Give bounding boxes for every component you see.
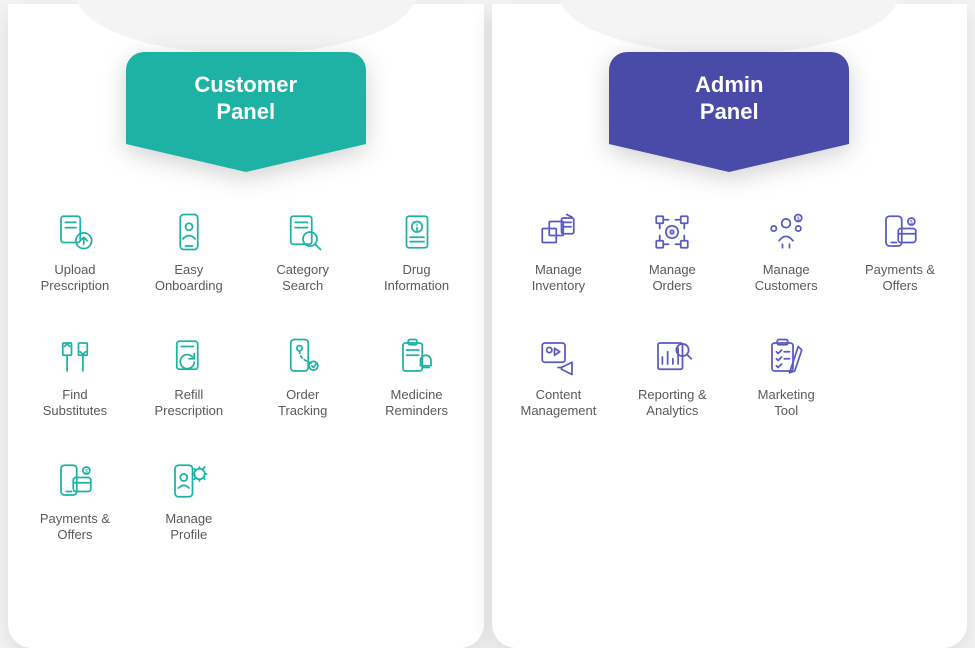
svg-text:$: $ — [797, 217, 800, 223]
megaphone-screen-icon — [536, 335, 580, 379]
phone-user-icon — [167, 210, 211, 254]
feature-label: Medicine Reminders — [385, 387, 448, 420]
admin-panel-title: Admin Panel — [695, 71, 763, 126]
doc-magnify-icon — [281, 210, 325, 254]
feature-label: Payments & Offers — [40, 511, 110, 544]
people-money-icon: $ — [764, 210, 808, 254]
feature-label: Easy Onboarding — [155, 262, 223, 295]
admin-banner: Admin Panel — [609, 52, 849, 172]
feature-label: Manage Inventory — [532, 262, 585, 295]
feature-manage-inventory: Manage Inventory — [504, 210, 614, 295]
feature-label: Manage Profile — [165, 511, 212, 544]
feature-medicine-reminders: Medicine Reminders — [362, 335, 472, 420]
customer-banner: Customer Panel — [126, 52, 366, 172]
feature-upload-prescription: Upload Prescription — [20, 210, 130, 295]
feature-marketing-tool: Marketing Tool — [731, 335, 841, 420]
feature-label: Marketing Tool — [758, 387, 815, 420]
feature-label: Manage Customers — [755, 262, 818, 295]
feature-refill-prescription: Refill Prescription — [134, 335, 244, 420]
admin-banner-rect: Admin Panel — [609, 52, 849, 144]
customer-feature-grid: Upload Prescription Easy Onboarding Catego… — [8, 194, 484, 572]
panel-notch — [559, 0, 899, 54]
feature-order-tracking: Order Tracking — [248, 335, 358, 420]
feature-manage-orders: Manage Orders — [617, 210, 727, 295]
svg-text:$: $ — [85, 469, 88, 475]
phone-route-icon — [281, 335, 325, 379]
customer-panel: Customer Panel Upload Prescription Easy O… — [8, 4, 484, 648]
doc-info-icon — [395, 210, 439, 254]
feature-payments-offers: $ Payments & Offers — [20, 459, 130, 544]
feature-easy-onboarding: Easy Onboarding — [134, 210, 244, 295]
feature-label: Drug Information — [384, 262, 449, 295]
doc-refresh-icon — [167, 335, 211, 379]
feature-label: Reporting & Analytics — [638, 387, 707, 420]
feature-reporting-analytics: Reporting & Analytics — [617, 335, 727, 420]
clipboard-bell-icon — [395, 335, 439, 379]
feature-label: Upload Prescription — [41, 262, 110, 295]
admin-banner-chevron — [609, 144, 849, 172]
customer-panel-title: Customer Panel — [194, 71, 297, 126]
swap-arrows-icon — [53, 335, 97, 379]
svg-text:$: $ — [910, 220, 913, 226]
feature-label: Content Management — [520, 387, 596, 420]
feature-manage-customers: $ Manage Customers — [731, 210, 841, 295]
chart-magnify-icon — [650, 335, 694, 379]
feature-drug-information: Drug Information — [362, 210, 472, 295]
feature-category-search: Category Search — [248, 210, 358, 295]
feature-label: Category Search — [276, 262, 329, 295]
feature-label: Find Substitutes — [43, 387, 107, 420]
feature-payments-offers: $ Payments & Offers — [845, 210, 955, 295]
checklist-pen-icon — [764, 335, 808, 379]
phone-gear-user-icon — [167, 459, 211, 503]
feature-label: Order Tracking — [278, 387, 327, 420]
panel-notch — [76, 0, 416, 54]
phone-wallet-icon: $ — [53, 459, 97, 503]
customer-banner-rect: Customer Panel — [126, 52, 366, 144]
customer-banner-chevron — [126, 144, 366, 172]
feature-label: Manage Orders — [649, 262, 696, 295]
gear-nodes-icon — [650, 210, 694, 254]
feature-label: Refill Prescription — [154, 387, 223, 420]
feature-content-management: Content Management — [504, 335, 614, 420]
phone-wallet-icon: $ — [878, 210, 922, 254]
feature-find-substitutes: Find Substitutes — [20, 335, 130, 420]
upload-doc-icon — [53, 210, 97, 254]
admin-panel: Admin Panel Manage Inventory Manage Order… — [492, 4, 968, 648]
feature-manage-profile: Manage Profile — [134, 459, 244, 544]
feature-label: Payments & Offers — [865, 262, 935, 295]
boxes-clipboard-icon — [536, 210, 580, 254]
admin-feature-grid: Manage Inventory Manage Orders $ Manage Cus… — [492, 194, 968, 447]
